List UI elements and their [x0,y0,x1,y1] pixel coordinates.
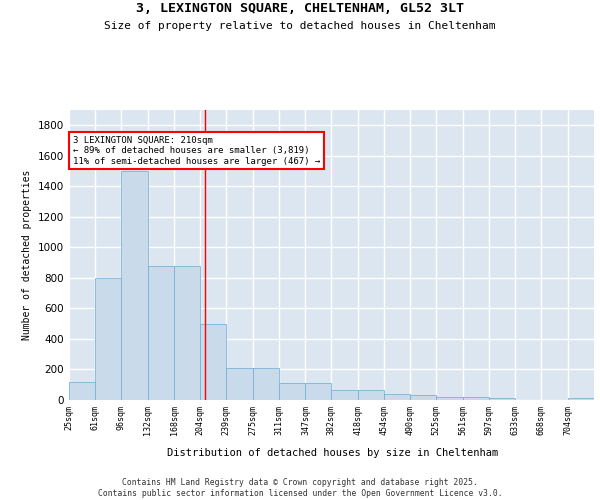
Text: Distribution of detached houses by size in Cheltenham: Distribution of detached houses by size … [167,448,499,458]
Text: 3 LEXINGTON SQUARE: 210sqm
← 89% of detached houses are smaller (3,819)
11% of s: 3 LEXINGTON SQUARE: 210sqm ← 89% of deta… [73,136,320,166]
Bar [305,383,331,400]
Bar [226,368,253,400]
Y-axis label: Number of detached properties: Number of detached properties [22,170,32,340]
Bar [568,398,594,400]
Bar [121,171,148,400]
Bar [148,266,174,400]
Bar [489,398,515,400]
Bar [436,397,463,400]
Bar [331,390,358,400]
Bar [463,397,489,400]
Bar [69,382,95,400]
Text: Contains HM Land Registry data © Crown copyright and database right 2025.
Contai: Contains HM Land Registry data © Crown c… [98,478,502,498]
Bar [95,278,121,400]
Bar [174,266,200,400]
Bar [279,383,305,400]
Bar [200,324,226,400]
Bar [410,396,436,400]
Text: Size of property relative to detached houses in Cheltenham: Size of property relative to detached ho… [104,21,496,31]
Bar [253,368,279,400]
Text: 3, LEXINGTON SQUARE, CHELTENHAM, GL52 3LT: 3, LEXINGTON SQUARE, CHELTENHAM, GL52 3L… [136,2,464,16]
Bar [358,390,384,400]
Bar [384,394,410,400]
